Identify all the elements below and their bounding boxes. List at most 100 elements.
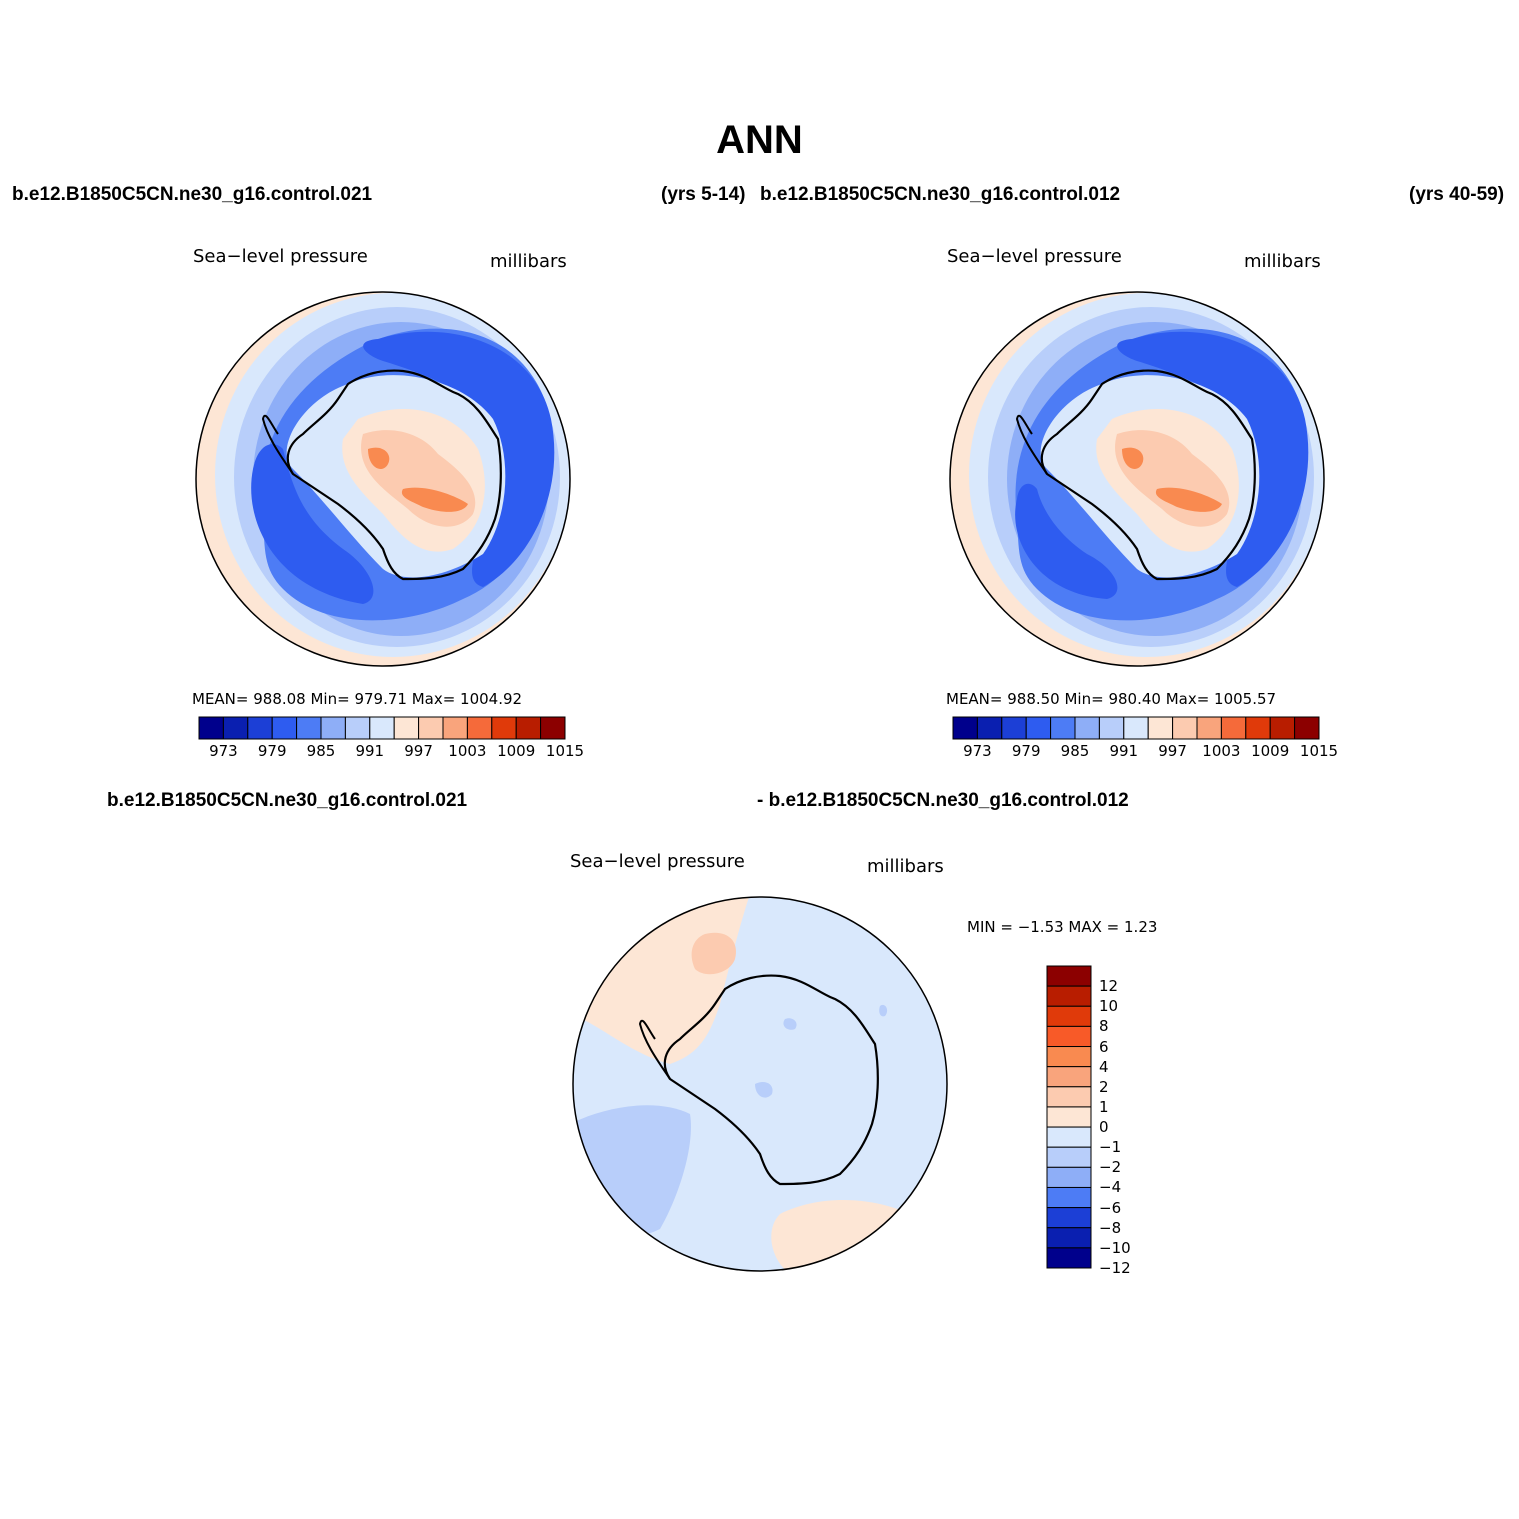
colorbar-level-label: 10: [1099, 997, 1119, 1016]
peninsula-coastline: [1015, 414, 1048, 475]
diff-positive-core: [691, 932, 736, 975]
panel2-stats: MEAN= 988.50 Min= 980.40 Max= 1005.57: [946, 690, 1277, 708]
panel1-variable: Sea−level pressure: [193, 246, 368, 267]
colorbar-tick-label: 1015: [545, 742, 585, 760]
diff-minmax: MIN = −1.53 MAX = 1.23: [967, 918, 1158, 936]
colorbar-swatch: [976, 716, 1003, 740]
colorbar-level-label: −12: [1099, 1259, 1131, 1277]
colorbar-level-label: 1: [1099, 1097, 1109, 1116]
colorbar-swatch: [1046, 1247, 1092, 1269]
colorbar-swatch: [1196, 716, 1222, 740]
low-east: [363, 331, 555, 587]
colorbar-swatch: [1046, 1086, 1092, 1108]
diff-case2-label: - b.e12.B1850C5CN.ne30_g16.control.012: [757, 790, 1129, 811]
colorbar-level-label: −4: [1099, 1178, 1122, 1197]
colorbar-swatch: [1123, 716, 1149, 740]
colorbar-tick-label: 1003: [1202, 742, 1241, 760]
colorbar-swatch: [1046, 965, 1092, 987]
colorbar-swatch: [198, 716, 224, 740]
diff-variable: Sea−level pressure: [570, 851, 745, 872]
plateau-max: [401, 487, 468, 512]
colorbar-tick-label: 979: [1011, 742, 1041, 760]
colorbar-swatch: [1046, 1227, 1092, 1249]
colorbar-swatch: [1001, 716, 1027, 740]
colorbar-tick-label: 985: [306, 742, 336, 760]
plateau-max: [1155, 487, 1222, 512]
colorbar-level-label: 12: [1099, 977, 1119, 996]
colorbar-swatch: [1046, 985, 1092, 1007]
colorbar-swatch: [1046, 1106, 1092, 1128]
map-boundary: [572, 896, 948, 1272]
colorbar-swatch: [393, 716, 420, 740]
colorbar-tick-label: 1009: [1251, 742, 1290, 760]
diff-small-neg-1: [783, 1018, 797, 1030]
colorbar-swatch: [1220, 716, 1247, 740]
colorbar-swatch: [466, 716, 493, 740]
colorbar-swatch: [320, 716, 346, 740]
colorbar-level-label: −10: [1099, 1238, 1131, 1257]
colorbar-swatch: [1245, 716, 1271, 740]
colorbar-swatch: [1269, 716, 1296, 740]
colorbar-swatch: [369, 716, 395, 740]
colorbar-swatch: [1046, 1005, 1092, 1027]
colorbar-tick-label: 973: [963, 742, 992, 760]
diff-colorbar: [1046, 965, 1092, 1269]
colorbar-level-label: 6: [1099, 1037, 1109, 1056]
colorbar-swatch: [1046, 1146, 1092, 1168]
diff-case1-label: b.e12.B1850C5CN.ne30_g16.control.021: [107, 790, 468, 811]
peninsula-coastline: [638, 1019, 671, 1080]
colorbar-tick-label: 991: [1109, 742, 1139, 760]
colorbar-swatch: [515, 716, 542, 740]
panel1-colorbar-ticks: 973 979 985 991 997 1003 1009 1015: [199, 742, 584, 762]
colorbar-swatch: [344, 716, 371, 740]
colorbar-swatch: [271, 716, 298, 740]
plateau-max-2: [368, 447, 390, 469]
colorbar-level-label: 0: [1099, 1118, 1109, 1137]
panel2-variable: Sea−level pressure: [947, 246, 1122, 267]
colorbar-swatch: [222, 716, 249, 740]
diff-units: millibars: [867, 856, 944, 877]
colorbar-level-label: 4: [1099, 1057, 1109, 1076]
map-boundary: [195, 291, 571, 667]
colorbar-level-label: −2: [1099, 1158, 1122, 1177]
case1-years: (yrs 5-14): [661, 184, 746, 205]
colorbar-swatch: [1050, 716, 1076, 740]
diff-map: [572, 896, 948, 1272]
colorbar-swatch: [952, 716, 978, 740]
colorbar-tick-label: 979: [257, 742, 287, 760]
colorbar-swatch: [1046, 1066, 1092, 1088]
colorbar-swatch: [1046, 1186, 1092, 1209]
colorbar-swatch: [1098, 716, 1125, 740]
low-west: [1015, 483, 1118, 599]
panel2-colorbar: [952, 716, 1320, 740]
colorbar-tick-label: 973: [209, 742, 238, 760]
colorbar-swatch: [491, 716, 517, 740]
colorbar-swatch: [247, 716, 273, 740]
colorbar-swatch: [1046, 1166, 1092, 1188]
colorbar-swatch: [1046, 1025, 1092, 1048]
diff-colorbar-labels: 12 10 8 6 4 2 1 0 −1 −2 −4 −6 −8 −10 −12: [1099, 966, 1159, 1277]
colorbar-tick-label: 991: [355, 742, 385, 760]
panel2-map: [949, 291, 1325, 667]
colorbar-swatch: [1025, 716, 1052, 740]
colorbar-tick-label: 997: [1158, 742, 1187, 760]
colorbar-tick-label: 985: [1060, 742, 1090, 760]
case2-years: (yrs 40-59): [1409, 184, 1505, 205]
panel2-units: millibars: [1244, 251, 1321, 272]
colorbar-level-label: −6: [1099, 1198, 1122, 1217]
colorbar-tick-label: 997: [404, 742, 433, 760]
colorbar-tick-label: 1015: [1299, 742, 1339, 760]
colorbar-tick-label: 1009: [497, 742, 536, 760]
low-west: [251, 444, 374, 604]
colorbar-tick-label: 1003: [448, 742, 487, 760]
diff-small-neg-3: [879, 1004, 888, 1017]
panel1-map: [195, 291, 571, 667]
colorbar-level-label: 8: [1099, 1017, 1109, 1036]
diff-small-neg-2: [755, 1082, 773, 1098]
colorbar-swatch: [296, 716, 322, 740]
page-title: ANN: [716, 118, 803, 162]
diff-positive-se: [771, 1200, 947, 1271]
panel1-stats: MEAN= 988.08 Min= 979.71 Max= 1004.92: [192, 690, 523, 708]
colorbar-swatch: [1046, 1207, 1092, 1229]
colorbar-swatch: [1074, 716, 1100, 740]
